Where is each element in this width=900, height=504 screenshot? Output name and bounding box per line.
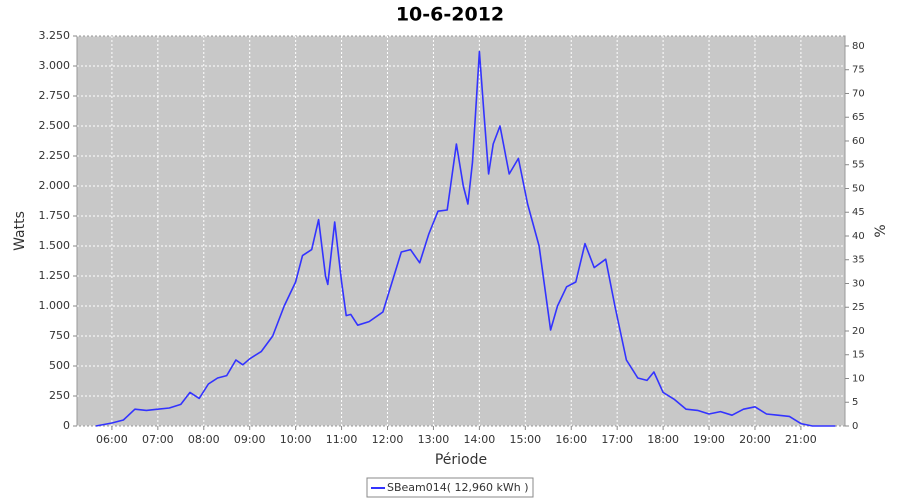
y2-tick-label: 5: [852, 397, 858, 408]
y2-tick-label: 75: [852, 65, 865, 76]
x-tick-label: 17:00: [601, 433, 633, 446]
y2-tick-label: 70: [852, 88, 865, 99]
x-tick-label: 16:00: [555, 433, 587, 446]
y-tick-label: 1.750: [39, 209, 71, 222]
x-axis-label: Période: [435, 452, 487, 468]
y2-axis-label: %: [873, 224, 889, 237]
x-tick-label: 09:00: [234, 433, 266, 446]
y-tick-label: 2.250: [39, 149, 71, 162]
y2-tick-label: 80: [852, 41, 865, 52]
y2-tick-label: 20: [852, 326, 865, 337]
x-tick-label: 06:00: [96, 433, 128, 446]
data-line: [95, 50, 836, 427]
y2-tick-label: 0: [852, 421, 858, 432]
x-tick-label: 19:00: [693, 433, 725, 446]
y-tick-label: 2.000: [39, 179, 71, 192]
chart-title: 10-6-2012: [396, 4, 504, 26]
y2-tick-label: 25: [852, 302, 865, 313]
x-tick-label: 18:00: [647, 433, 679, 446]
y2-tick-label: 45: [852, 207, 865, 218]
x-tick-label: 13:00: [418, 433, 450, 446]
y2-tick-label: 30: [852, 278, 865, 289]
y2-tick-label: 40: [852, 231, 865, 242]
plot-area: [76, 35, 846, 427]
y-tick-label: 250: [49, 389, 70, 402]
x-tick-label: 10:00: [280, 433, 312, 446]
y-tick-label: 3.000: [39, 59, 71, 72]
y-tick-label: 500: [49, 359, 70, 372]
x-tick-label: 07:00: [142, 433, 174, 446]
x-tick-label: 11:00: [326, 433, 358, 446]
y2-tick-label: 50: [852, 183, 865, 194]
x-tick-label: 14:00: [464, 433, 496, 446]
y2-tick-label: 55: [852, 160, 865, 171]
x-tick-label: 12:00: [372, 433, 404, 446]
x-tick-label: 20:00: [739, 433, 771, 446]
legend-label: SBeam014( 12,960 kWh ): [387, 481, 529, 494]
y-tick-label: 3.250: [39, 29, 71, 42]
y-tick-label: 750: [49, 329, 70, 342]
y-tick-label: 2.500: [39, 119, 71, 132]
y-tick-label: 1.500: [39, 239, 71, 252]
y-tick-label: 2.750: [39, 89, 71, 102]
legend: [366, 477, 534, 498]
y2-tick-label: 60: [852, 136, 865, 147]
x-tick-label: 08:00: [188, 433, 220, 446]
y-tick-label: 0: [63, 419, 70, 432]
y-axis-label: Watts: [12, 211, 28, 251]
y-tick-label: 1.000: [39, 299, 71, 312]
y2-tick-label: 65: [852, 112, 865, 123]
y2-tick-label: 15: [852, 350, 865, 361]
x-tick-label: 21:00: [785, 433, 817, 446]
y2-tick-label: 10: [852, 373, 865, 384]
y2-tick-label: 35: [852, 255, 865, 266]
y-tick-label: 1.250: [39, 269, 71, 282]
x-tick-label: 15:00: [509, 433, 541, 446]
